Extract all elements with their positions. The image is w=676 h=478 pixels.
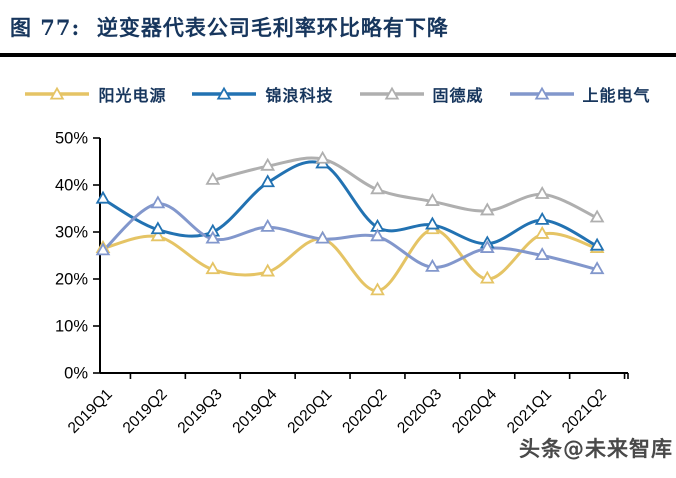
x-tick-label: 2021Q2	[559, 386, 610, 437]
series-line-1	[101, 160, 599, 248]
legend-swatch	[192, 86, 257, 100]
x-tick-label: 2020Q4	[449, 386, 500, 437]
data-point-marker	[425, 258, 440, 272]
watermark: 头条@未来智库	[519, 437, 673, 461]
y-tick-label: 40%	[55, 177, 88, 195]
data-point-marker	[150, 195, 166, 209]
legend-item-3: 上能电气	[509, 82, 651, 106]
data-point-marker	[315, 150, 330, 164]
legend-label: 锦浪科技	[265, 86, 334, 105]
legend-label: 阳光电源	[98, 86, 167, 105]
data-point-marker	[589, 261, 605, 275]
data-point-marker	[534, 211, 550, 225]
x-tick-label: 2019Q1	[65, 386, 116, 437]
data-point-marker	[479, 240, 495, 253]
x-tick-label: 2020Q3	[394, 386, 445, 437]
x-tick-label: 2021Q1	[504, 386, 555, 437]
legend-swatch	[509, 86, 574, 100]
data-point-marker	[534, 225, 550, 239]
title-divider	[0, 53, 676, 57]
gross-margin-line-chart: 0% 10% 20% 30% 40% 50% 2019Q1 2019Q2 2019Q3 2019Q…	[55, 130, 629, 437]
data-point-marker	[479, 270, 495, 284]
y-tick-label: 50%	[55, 130, 88, 148]
y-tick-label: 20%	[55, 271, 88, 289]
data-point-marker	[370, 282, 385, 296]
legend-label: 固德威	[432, 86, 484, 105]
data-point-marker	[425, 193, 440, 206]
data-point-marker	[479, 202, 495, 216]
data-point-marker	[205, 261, 221, 275]
figure-title: 图 77: 逆变器代表公司毛利率环比略有下降	[10, 15, 449, 40]
series-line-0	[101, 228, 599, 293]
data-point-marker	[589, 237, 605, 251]
y-tick-label: 10%	[55, 318, 88, 336]
data-point-marker	[260, 263, 276, 277]
x-tick-label: 2019Q3	[175, 386, 226, 437]
legend-item-1: 锦浪科技	[192, 82, 333, 106]
data-point-marker	[150, 221, 166, 235]
x-tick-label: 2020Q1	[284, 386, 335, 437]
data-point-marker	[534, 247, 550, 260]
series-line-2	[211, 156, 599, 220]
chart-legend: 阳光电源 锦浪科技 固德威 上能电气	[0, 82, 676, 106]
legend-swatch	[25, 86, 90, 100]
data-point-marker	[260, 218, 276, 232]
data-point-marker	[260, 157, 276, 171]
data-point-marker	[260, 174, 276, 188]
legend-swatch	[359, 86, 424, 100]
data-point-marker	[205, 230, 221, 244]
data-point-marker	[205, 171, 221, 185]
data-point-marker	[534, 185, 550, 199]
data-point-marker	[370, 181, 385, 195]
legend-item-2: 固德威	[359, 82, 484, 106]
series-line-3	[101, 202, 599, 272]
legend-item-0: 阳光电源	[25, 82, 166, 106]
data-point-marker	[95, 242, 111, 256]
y-tick-label: 0%	[64, 365, 88, 383]
x-tick-label: 2019Q2	[120, 386, 171, 437]
data-point-marker	[95, 190, 111, 204]
x-tick-label: 2020Q2	[339, 386, 390, 437]
data-point-marker	[315, 230, 330, 244]
data-point-marker	[589, 209, 605, 223]
x-tick-label: 2019Q4	[229, 386, 280, 437]
data-point-marker	[425, 216, 440, 230]
data-point-marker	[150, 228, 166, 242]
data-point-marker	[370, 228, 385, 242]
legend-label: 上能电气	[582, 86, 651, 105]
y-tick-label: 30%	[55, 224, 88, 242]
